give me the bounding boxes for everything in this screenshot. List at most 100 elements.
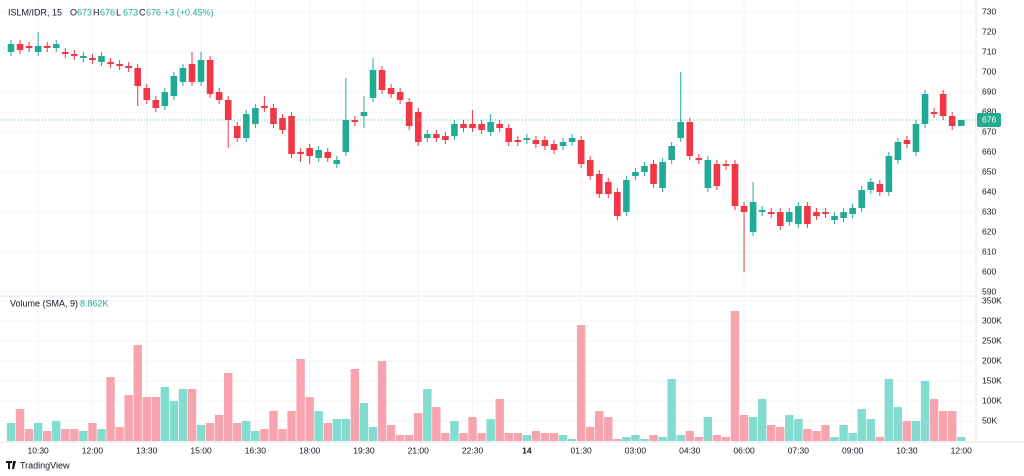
candle-body: [614, 192, 621, 216]
volume-bar: [468, 417, 477, 441]
volume-bar: [278, 429, 287, 441]
candle-body: [876, 184, 884, 192]
candle-body: [107, 62, 114, 64]
volume-bar: [712, 435, 722, 441]
volume-bar: [368, 427, 378, 441]
volume-bar: [359, 403, 369, 441]
candle-body: [795, 206, 802, 224]
volume-bar: [395, 435, 405, 441]
candle-body: [912, 124, 920, 152]
candle-body: [369, 70, 377, 98]
volume-bar: [486, 419, 495, 441]
legend-label: C: [139, 7, 146, 17]
volume-bar: [432, 407, 441, 441]
candle-body: [360, 112, 368, 116]
candle-body: [152, 100, 160, 108]
volume-bar: [187, 389, 197, 441]
volume-bar: [884, 379, 894, 441]
brand-logo: [6, 461, 16, 469]
candle-body: [867, 182, 875, 190]
candle-body: [342, 120, 350, 152]
candle-body: [831, 216, 838, 220]
candle-body: [894, 142, 902, 160]
x-tick-label: 07:30: [788, 445, 810, 455]
candle-body: [34, 46, 42, 52]
candle-body: [550, 144, 558, 150]
candle-body: [822, 212, 829, 214]
y2-tick-label: 350K: [982, 295, 1002, 305]
volume-bar: [287, 411, 296, 441]
volume-bar: [323, 423, 332, 441]
volume-bar: [405, 435, 414, 441]
x-tick-label: 10:30: [28, 445, 50, 455]
volume-bar: [513, 433, 522, 441]
volume-bar: [622, 437, 631, 441]
volume-bar: [377, 361, 387, 441]
x-tick-label: 16:30: [245, 445, 267, 455]
candle-body: [939, 94, 947, 116]
volume-bar: [260, 429, 269, 441]
y-tick-label: 680: [982, 106, 996, 116]
volume-bar: [15, 409, 25, 441]
volume-bar: [586, 427, 595, 441]
y-tick-label: 640: [982, 186, 996, 196]
y-tick-label: 660: [982, 146, 996, 156]
volume-bar: [477, 433, 486, 441]
volume-bar: [205, 423, 215, 441]
candle-body: [414, 112, 422, 142]
x-tick-label: 22:30: [462, 445, 484, 455]
candle-body: [559, 142, 567, 146]
candle-body: [595, 174, 603, 194]
candle-body: [749, 202, 757, 232]
volume-bar: [739, 415, 749, 441]
candle-body: [930, 112, 938, 114]
candle-body: [71, 54, 78, 56]
candle-body: [532, 140, 540, 144]
volume-bar: [866, 419, 875, 441]
volume-bar: [495, 399, 504, 441]
y2-tick-label: 300K: [982, 315, 1002, 325]
candle-body: [858, 190, 865, 208]
candle-body: [43, 46, 51, 48]
volume-bar: [142, 397, 151, 441]
candle-body: [315, 150, 322, 158]
candle-body: [80, 56, 87, 58]
candle-body: [713, 164, 721, 186]
volume-bar: [549, 433, 559, 441]
y-tick-label: 590: [982, 286, 996, 296]
volume-bar: [6, 423, 16, 441]
y2-tick-label: 100K: [982, 395, 1002, 405]
candle-body: [279, 118, 286, 130]
candle-body: [849, 208, 856, 214]
candle-body: [731, 164, 739, 206]
candle-body: [170, 76, 178, 96]
candle-body: [668, 146, 675, 160]
volume-bar: [332, 419, 341, 441]
volume-bar: [33, 423, 43, 441]
volume-bar: [106, 377, 115, 441]
volume-bar: [214, 415, 224, 441]
volume-bar: [685, 431, 694, 441]
candle-body: [351, 120, 359, 122]
legend-value: 676: [146, 7, 161, 17]
volume-bar: [567, 439, 577, 441]
volume-bar: [757, 399, 767, 441]
candle-body: [324, 152, 332, 158]
volume-bar: [748, 417, 758, 441]
volume-bar: [178, 389, 188, 441]
candle-body: [957, 120, 965, 126]
candle-body: [125, 66, 132, 68]
volume-bar: [296, 359, 305, 441]
candle-body: [650, 164, 657, 184]
candle-body: [586, 160, 594, 176]
volume-bar: [576, 325, 586, 441]
volume-bar: [459, 433, 468, 441]
volume-sma: 8.862K: [80, 298, 109, 308]
y-tick-label: 670: [982, 126, 996, 136]
grid: [0, 0, 976, 442]
candle-body: [89, 58, 96, 60]
candle-body: [496, 124, 503, 128]
volume-bar: [350, 369, 360, 441]
y-tick-label: 720: [982, 26, 996, 36]
volume-bar: [305, 397, 314, 441]
